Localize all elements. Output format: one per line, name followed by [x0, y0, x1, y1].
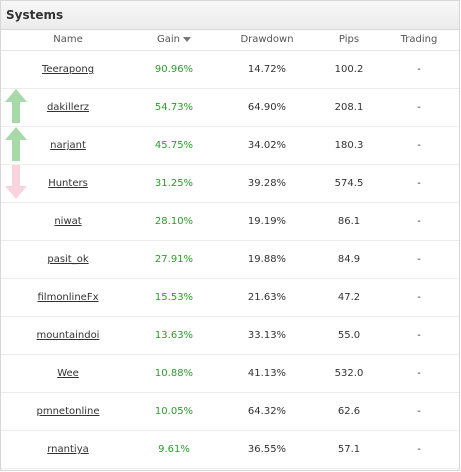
system-name-link[interactable]: dakillerz	[46, 102, 90, 113]
system-name-link[interactable]: pasit_ok	[47, 254, 89, 265]
system-name-link[interactable]: pmnetonline	[36, 406, 100, 417]
sort-descending-icon	[183, 36, 191, 42]
trading-value: -	[417, 254, 421, 265]
pips-value: 62.6	[337, 406, 361, 417]
panel-title: Systems	[1, 1, 459, 30]
trading-value: -	[417, 178, 421, 189]
trading-value: -	[417, 330, 421, 341]
gain-value: 45.75%	[154, 140, 194, 151]
system-name-link[interactable]: Teerapong	[41, 64, 95, 75]
table-row: narjant 45.75% 34.02% 180.3 -	[1, 127, 459, 165]
trading-value: -	[417, 292, 421, 303]
pips-value: 532.0	[334, 368, 364, 379]
gain-value: 9.61%	[158, 444, 190, 455]
table-row: pasit_ok 27.91% 19.88% 84.9 -	[1, 241, 459, 279]
trading-value: -	[417, 140, 421, 151]
pips-value: 47.2	[337, 292, 361, 303]
table-row: Teerapong 90.96% 14.72% 100.2 -	[1, 51, 459, 89]
gain-value: 31.25%	[154, 178, 194, 189]
systems-table-body: Teerapong 90.96% 14.72% 100.2 - dakiller…	[1, 51, 459, 469]
gain-value: 10.05%	[154, 406, 194, 417]
pips-value: 100.2	[334, 64, 364, 75]
trend-arrow-shape	[5, 89, 27, 123]
pips-value: 55.0	[337, 330, 361, 341]
drawdown-value: 33.13%	[247, 330, 287, 341]
system-name-link[interactable]: narjant	[50, 140, 86, 151]
pips-value: 57.1	[337, 444, 361, 455]
system-name-link[interactable]: rnantiya	[47, 444, 89, 455]
table-row: Hunters 31.25% 39.28% 574.5 -	[1, 165, 459, 203]
gain-value: 10.88%	[154, 368, 194, 379]
trading-value: -	[417, 64, 421, 75]
table-row: pmnetonline 10.05% 64.32% 62.6 -	[1, 393, 459, 431]
trading-value: -	[417, 406, 421, 417]
system-name-link[interactable]: filmonlineFx	[37, 292, 99, 303]
drawdown-value: 41.13%	[247, 368, 287, 379]
system-name-link[interactable]: Wee	[57, 368, 79, 379]
column-header-gain[interactable]: Gain	[124, 30, 224, 50]
pips-value: 84.9	[337, 254, 361, 265]
table-row: rnantiya 9.61% 36.55% 57.1 -	[1, 431, 459, 469]
system-name-link[interactable]: mountaindoi	[36, 330, 100, 341]
drawdown-value: 19.19%	[247, 216, 287, 227]
drawdown-value: 21.63%	[247, 292, 287, 303]
pips-value: 574.5	[334, 178, 364, 189]
gain-value: 15.53%	[154, 292, 194, 303]
table-row: Wee 10.88% 41.13% 532.0 -	[1, 355, 459, 393]
trend-down-arrow-icon	[5, 165, 27, 199]
drawdown-value: 64.90%	[247, 102, 287, 113]
gain-value: 27.91%	[154, 254, 194, 265]
pips-value: 86.1	[337, 216, 361, 227]
table-row: filmonlineFx 15.53% 21.63% 47.2 -	[1, 279, 459, 317]
drawdown-value: 64.32%	[247, 406, 287, 417]
system-name-link[interactable]: niwat	[54, 216, 82, 227]
gain-value: 13.63%	[154, 330, 194, 341]
table-header: Name Gain Drawdown Pips Trading	[1, 30, 459, 51]
gain-value: 54.73%	[154, 102, 194, 113]
trend-up-arrow-icon	[5, 89, 27, 123]
drawdown-value: 34.02%	[247, 140, 287, 151]
trend-arrow-shape	[5, 127, 27, 161]
drawdown-value: 14.72%	[247, 64, 287, 75]
trading-value: -	[417, 368, 421, 379]
column-header-drawdown[interactable]: Drawdown	[240, 34, 294, 45]
trading-value: -	[417, 102, 421, 113]
trading-value: -	[417, 216, 421, 227]
drawdown-value: 39.28%	[247, 178, 287, 189]
pips-value: 208.1	[334, 102, 364, 113]
gain-value: 90.96%	[154, 64, 194, 75]
trading-value: -	[417, 444, 421, 455]
system-name-link[interactable]: Hunters	[48, 178, 88, 189]
drawdown-value: 36.55%	[247, 444, 287, 455]
column-header-pips[interactable]: Pips	[338, 34, 360, 45]
column-header-trading[interactable]: Trading	[400, 34, 438, 45]
trend-arrow-shape	[5, 165, 27, 199]
column-header-name[interactable]: Name	[53, 34, 83, 45]
drawdown-value: 19.88%	[247, 254, 287, 265]
table-row: niwat 28.10% 19.19% 86.1 -	[1, 203, 459, 241]
table-row: dakillerz 54.73% 64.90% 208.1 -	[1, 89, 459, 127]
gain-value: 28.10%	[154, 216, 194, 227]
pips-value: 180.3	[334, 140, 364, 151]
trend-up-arrow-icon	[5, 127, 27, 161]
column-header-gain-label: Gain	[157, 34, 180, 45]
table-row: mountaindoi 13.63% 33.13% 55.0 -	[1, 317, 459, 355]
